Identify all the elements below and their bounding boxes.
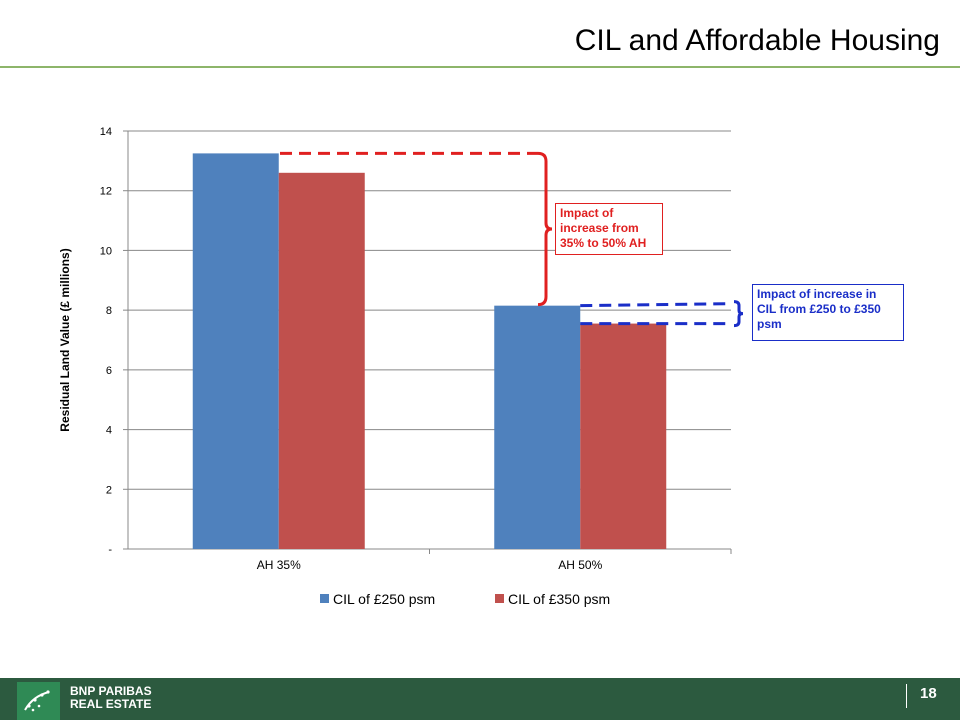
- bar-1-2: [494, 305, 581, 549]
- x-tick-label: AH 50%: [558, 558, 602, 572]
- y-tick-label: 2: [106, 484, 112, 496]
- y-tick-label: 4: [106, 425, 112, 437]
- red-brace: [537, 151, 553, 307]
- company-name-line2: REAL ESTATE: [70, 697, 152, 711]
- blue-dashed-line-top: [580, 302, 733, 308]
- blue-brace: [733, 300, 744, 328]
- bar-1-1: [192, 153, 279, 549]
- legend-swatch-2: [495, 594, 504, 603]
- legend-swatch-1: [320, 594, 329, 603]
- y-tick-label: 6: [106, 365, 112, 377]
- page-number-separator: [906, 684, 907, 708]
- bar-2-1: [278, 172, 365, 550]
- y-axis-title: Residual Land Value (£ millions): [58, 248, 72, 431]
- legend-label-2: CIL of £350 psm: [508, 591, 610, 607]
- bar-2-2: [580, 323, 667, 549]
- callout-cil-impact: Impact of increase in CIL from £250 to £…: [752, 284, 904, 341]
- x-tick-label: AH 35%: [257, 558, 301, 572]
- y-tick-label: -: [108, 544, 112, 556]
- title-underline: [0, 66, 960, 68]
- footer-bar: BNP PARIBAS REAL ESTATE 18: [0, 678, 960, 720]
- y-tick-label: 14: [100, 126, 112, 138]
- legend-label-1: CIL of £250 psm: [333, 591, 435, 607]
- company-name: BNP PARIBAS REAL ESTATE: [70, 685, 152, 711]
- bnp-logo-icon: [17, 682, 60, 720]
- company-name-line1: BNP PARIBAS: [70, 684, 152, 698]
- page-number: 18: [920, 685, 937, 702]
- y-tick-label: 8: [106, 305, 112, 317]
- y-tick-label: 10: [100, 245, 112, 257]
- y-tick-label: 12: [100, 186, 112, 198]
- slide-title: CIL and Affordable Housing: [574, 24, 940, 57]
- callout-ah-impact: Impact of increase from 35% to 50% AH: [555, 203, 663, 255]
